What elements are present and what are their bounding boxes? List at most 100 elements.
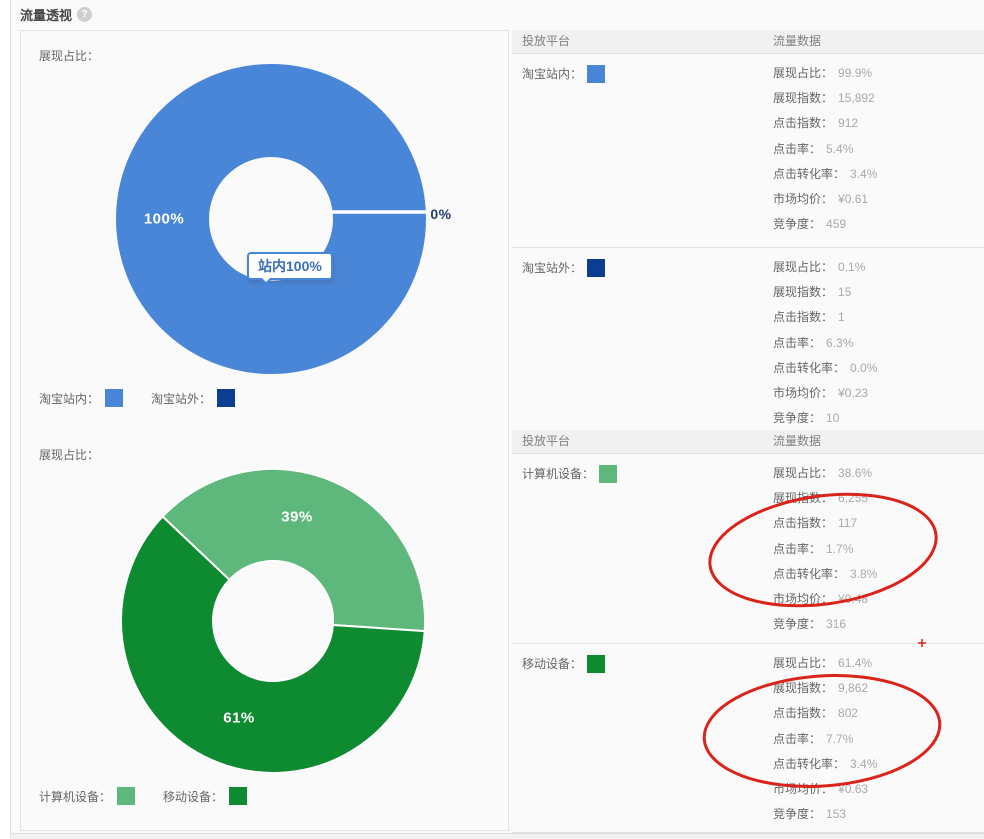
- legend-item[interactable]: 计算机设备：: [39, 787, 136, 805]
- metric-value: 6.3%: [826, 335, 854, 350]
- metric-line: 市场均价： ¥0.63: [773, 777, 984, 802]
- legend-color-swatch: [105, 389, 124, 407]
- metric-key: 点击率：: [773, 731, 822, 746]
- legend-color-swatch: [229, 787, 248, 805]
- metric-value: ¥0.48: [838, 592, 869, 607]
- metric-key: 展现占比：: [773, 260, 834, 274]
- row-color-swatch: [587, 258, 606, 277]
- legend-item[interactable]: 移动设备：: [163, 787, 248, 805]
- chart2-section-label: 展现占比：: [39, 448, 100, 462]
- metric-line: 点击率： 7.7%: [773, 727, 984, 752]
- metric-key: 点击率：: [773, 541, 822, 556]
- pie-slice-computer-device[interactable]: [161, 467, 427, 633]
- metric-key: 竞争度：: [773, 807, 822, 822]
- legend-color-swatch: [117, 787, 136, 805]
- metric-line: 竞争度： 316: [773, 612, 984, 637]
- metric-value: 802: [838, 706, 859, 721]
- metric-value: 61.4%: [838, 656, 873, 670]
- column-header-traffic-data: 流量数据: [773, 34, 822, 48]
- pie-slice-taobao-onsite[interactable]: [116, 64, 426, 374]
- metric-value: 7.7%: [826, 731, 854, 746]
- metric-key: 点击指数：: [773, 116, 834, 131]
- row-platform-label: 淘宝站外：: [522, 255, 606, 280]
- metric-value: 10: [826, 411, 840, 426]
- metric-key: 竞争度：: [773, 217, 822, 232]
- metrics-list: 展现占比： 99.9% 展现指数： 15,892 点击指数： 912 点击率： 5.4% 点击转…: [773, 54, 984, 237]
- metric-value: 99.9%: [838, 66, 873, 80]
- row-platform-label-text: 移动设备：: [522, 657, 583, 671]
- metric-key: 市场均价：: [773, 592, 834, 607]
- metric-value: 153: [826, 807, 847, 822]
- charts-panel: 展现占比： 100% 0% 站内100% 淘宝站内： 淘宝站外： 展现占比： 39…: [20, 30, 509, 831]
- metric-value: 117: [838, 516, 858, 531]
- metric-value: 3.8%: [850, 566, 878, 581]
- metric-key: 点击率：: [773, 335, 822, 350]
- metric-line: 市场均价： ¥0.61: [773, 187, 984, 212]
- slice-label-mobile: 61%: [223, 709, 255, 727]
- metric-line: 展现指数： 9,862: [773, 676, 984, 701]
- row-computer-device: 计算机设备： 展现占比： 38.6% 展现指数： 6,255 点击指数： 117 点击率： 1.…: [512, 454, 984, 644]
- slice-label-computer: 39%: [281, 508, 313, 526]
- device-donut-chart: [121, 467, 427, 774]
- metric-value: 38.6%: [838, 466, 873, 480]
- metric-value: 15: [838, 285, 852, 300]
- column-header-platform: 投放平台: [522, 434, 571, 448]
- help-icon[interactable]: ?: [77, 7, 93, 22]
- metric-key: 展现占比：: [773, 466, 834, 480]
- metric-value: 316: [826, 617, 847, 632]
- pie-slice-mobile-device[interactable]: [121, 515, 426, 774]
- column-header-traffic-data: 流量数据: [773, 434, 822, 448]
- row-platform-label-text: 淘宝站外：: [522, 261, 583, 275]
- metric-line: 点击转化率： 0.0%: [773, 356, 984, 381]
- platform-data-table: 投放平台 流量数据 淘宝站内： 展现占比： 99.9% 展现指数： 15,892 点击指数…: [512, 30, 984, 431]
- legend-label: 淘宝站外：: [151, 391, 212, 406]
- legend-item[interactable]: 淘宝站外：: [151, 389, 236, 407]
- metrics-list: 展现占比： 61.4% 展现指数： 9,862 点击指数： 802 点击率： 7.7% 点击转化…: [773, 644, 984, 827]
- metric-value: 5.4%: [826, 141, 854, 156]
- metric-line: 点击指数： 1: [773, 305, 984, 330]
- column-header-platform: 投放平台: [522, 34, 571, 48]
- metric-key: 点击转化率：: [773, 360, 846, 375]
- metric-line: 竞争度： 459: [773, 212, 984, 237]
- metric-value: 1.7%: [826, 541, 854, 556]
- metric-key: 展现指数：: [773, 91, 834, 106]
- bottom-strip: [11, 833, 984, 839]
- legend-color-swatch: [217, 389, 236, 407]
- metric-key: 市场均价：: [773, 782, 834, 797]
- platform-donut-chart: [116, 64, 429, 374]
- row-platform-label: 淘宝站内：: [522, 61, 606, 86]
- metric-line: 点击指数： 802: [773, 701, 984, 726]
- metric-line: 展现指数： 6,255: [773, 486, 984, 511]
- metric-key: 点击指数：: [773, 516, 834, 531]
- metric-value: 15,892: [838, 91, 875, 106]
- metric-value: 0.0%: [850, 360, 878, 375]
- metric-key: 展现指数：: [773, 491, 834, 506]
- table-header: 投放平台 流量数据: [512, 430, 984, 454]
- chart-tooltip-text: 站内100%: [258, 258, 322, 274]
- metric-value: ¥0.61: [838, 192, 869, 207]
- metrics-list: 展现占比： 0.1% 展现指数： 15 点击指数： 1 点击率： 6.3% 点击转化率： 0.0%…: [773, 248, 984, 431]
- metric-line: 点击转化率： 3.8%: [773, 562, 984, 587]
- metric-value: 9,862: [838, 681, 869, 696]
- metric-line: 展现指数： 15: [773, 280, 984, 305]
- metric-value: 3.4%: [850, 166, 878, 181]
- legend-label: 计算机设备：: [39, 789, 112, 804]
- row-taobao-onsite: 淘宝站内： 展现占比： 99.9% 展现指数： 15,892 点击指数： 912 点击率： 5.…: [512, 54, 984, 248]
- metric-key: 展现占比：: [773, 66, 834, 80]
- metric-key: 市场均价：: [773, 386, 834, 401]
- metric-line: 点击指数： 912: [773, 111, 984, 136]
- metric-key: 竞争度：: [773, 411, 822, 426]
- metric-value: 912: [838, 116, 859, 131]
- metric-value: ¥0.23: [838, 386, 869, 401]
- metric-line: 展现占比： 61.4%: [773, 651, 984, 676]
- metric-line: 市场均价： ¥0.48: [773, 587, 984, 612]
- platform-legend: 淘宝站内： 淘宝站外：: [39, 389, 236, 407]
- slice-label-offsite: 0%: [430, 206, 452, 222]
- metric-value: 3.4%: [850, 756, 878, 771]
- row-platform-label-text: 淘宝站内：: [522, 67, 583, 81]
- legend-item[interactable]: 淘宝站内：: [39, 389, 124, 407]
- metric-value: 1: [838, 310, 845, 325]
- page-title-row: 流量透视 ?: [20, 5, 93, 24]
- row-color-swatch: [587, 64, 606, 83]
- page-title: 流量透视: [20, 8, 73, 23]
